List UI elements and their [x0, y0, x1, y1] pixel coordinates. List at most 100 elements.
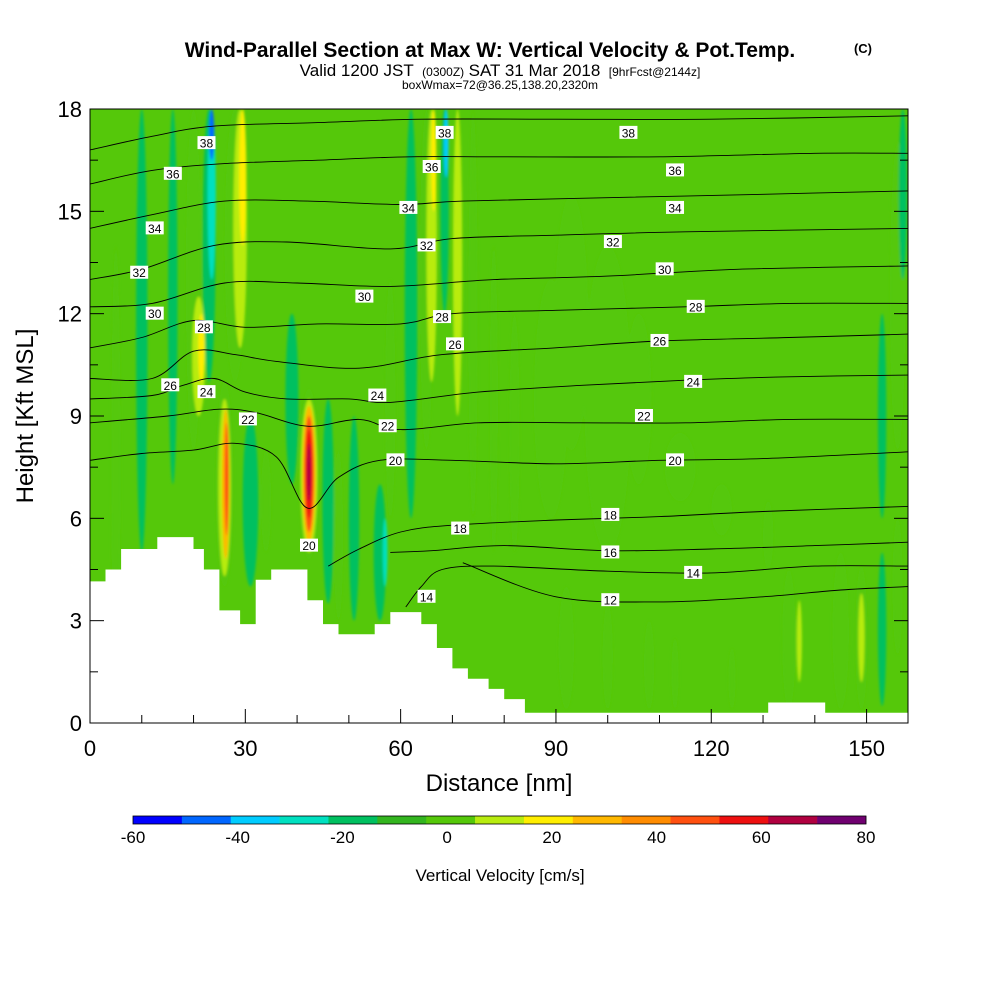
contour-label-24: 22 — [238, 412, 257, 427]
colorbar-swatch — [181, 816, 232, 824]
colorbar-swatch — [328, 816, 378, 824]
copyright-mark: (C) — [854, 41, 872, 56]
velocity-cell-38 — [468, 109, 478, 519]
svg-text:30: 30 — [658, 263, 672, 277]
contour-label-34: 14 — [417, 589, 436, 604]
y-tick-label: 0 — [70, 711, 82, 736]
velocity-cell-40 — [509, 313, 520, 553]
velocity-cell-30 — [385, 279, 396, 519]
colorbar-frame — [132, 815, 867, 825]
terrain — [90, 537, 908, 723]
isentrope-12 — [462, 562, 908, 603]
isentrope-20 — [90, 442, 908, 509]
velocity-cell-47 — [763, 501, 774, 570]
velocity-cell-6 — [209, 109, 215, 161]
contour-label-12: 30 — [145, 306, 164, 321]
contour-label-23: 24 — [684, 374, 703, 389]
contour-label-25: 22 — [378, 419, 397, 434]
svg-text:32: 32 — [606, 236, 620, 250]
contour-label-6: 34 — [145, 221, 164, 236]
velocity-cell-43 — [584, 245, 632, 553]
velocity-cell-9 — [239, 109, 247, 246]
velocity-cell-27 — [348, 415, 360, 621]
contour-label-22: 24 — [368, 388, 387, 403]
svg-text:18: 18 — [453, 522, 467, 536]
velocity-cell-25 — [322, 398, 334, 604]
velocity-cell-52 — [728, 647, 736, 710]
svg-text:20: 20 — [668, 454, 682, 468]
svg-text:22: 22 — [637, 410, 651, 424]
colorbar-tick-label: 0 — [442, 828, 451, 847]
contour-label-29: 20 — [299, 538, 318, 553]
contour-label-8: 34 — [666, 200, 685, 215]
contour-label-9: 32 — [130, 265, 149, 280]
svg-text:36: 36 — [166, 167, 180, 181]
svg-text:38: 38 — [438, 126, 452, 140]
velocity-cell-51 — [671, 637, 679, 710]
velocity-cell-45 — [664, 433, 696, 502]
svg-text:34: 34 — [402, 201, 416, 215]
x-axis-title: Distance [nm] — [426, 770, 573, 797]
isentrope-24 — [90, 374, 908, 404]
contour-label-15: 28 — [194, 320, 213, 335]
contour-label-18: 26 — [161, 378, 180, 393]
isentrope-36 — [90, 152, 908, 185]
box-info: boxWmax=72@36.25,138.20,2320m — [402, 78, 598, 92]
velocity-cell-61 — [898, 109, 907, 280]
velocity-cell-48 — [558, 586, 575, 710]
velocity-cell-24 — [306, 443, 312, 502]
velocity-cell-57 — [858, 593, 865, 683]
velocity-cell-15 — [224, 422, 229, 536]
svg-text:32: 32 — [133, 266, 147, 280]
svg-text:14: 14 — [686, 566, 700, 580]
svg-text:32: 32 — [420, 239, 434, 253]
svg-text:20: 20 — [389, 454, 403, 468]
contour-label-21: 24 — [197, 385, 216, 400]
velocity-cell-50 — [643, 620, 655, 710]
colorbar-tick-label: 80 — [857, 828, 876, 847]
colorbar-tick-label: 60 — [752, 828, 771, 847]
contour-label-27: 20 — [386, 453, 405, 468]
colorbar-swatch — [670, 816, 720, 824]
colorbar-swatch — [133, 816, 183, 824]
contour-label-14: 30 — [655, 262, 674, 277]
contour-label-7: 34 — [399, 200, 418, 215]
velocity-cell-46 — [711, 484, 732, 536]
svg-text:28: 28 — [435, 311, 449, 325]
svg-text:24: 24 — [686, 375, 700, 389]
contour-label-1: 38 — [435, 125, 454, 140]
velocity-cell-26 — [333, 450, 344, 621]
contour-label-4: 36 — [422, 159, 441, 174]
svg-text:22: 22 — [241, 413, 255, 427]
contour-label-0: 38 — [197, 136, 216, 151]
isentrope-18 — [327, 505, 908, 567]
svg-text:12: 12 — [604, 594, 618, 608]
svg-text:24: 24 — [200, 386, 214, 400]
colorbar-swatch — [572, 816, 622, 824]
colorbar-title: Vertical Velocity [cm/s] — [415, 866, 584, 885]
contour-label-2: 38 — [619, 125, 638, 140]
contour-label-17: 28 — [686, 299, 705, 314]
svg-text:22: 22 — [381, 420, 395, 434]
velocity-cell-17 — [260, 450, 272, 553]
x-axis: 0 30 60 90 120 150 — [84, 709, 885, 761]
y-tick-label: 3 — [70, 609, 82, 634]
svg-text:24: 24 — [371, 389, 385, 403]
x-tick-label: 60 — [388, 736, 412, 761]
colorbar-tick-label: -40 — [225, 828, 250, 847]
colorbar-tick-label: 20 — [542, 828, 561, 847]
velocity-cell-5 — [207, 109, 216, 280]
velocity-cell-62 — [877, 313, 887, 519]
colorbar-swatch — [523, 816, 574, 824]
velocity-cell-42 — [554, 194, 589, 451]
svg-text:14: 14 — [420, 590, 434, 604]
contour-label-30: 18 — [451, 521, 470, 536]
contour-label-26: 22 — [634, 409, 653, 424]
svg-text:28: 28 — [197, 321, 211, 335]
isentrope-28 — [90, 302, 908, 349]
svg-text:30: 30 — [148, 307, 162, 321]
contour-label-13: 30 — [355, 289, 374, 304]
velocity-cell-37 — [452, 109, 463, 416]
